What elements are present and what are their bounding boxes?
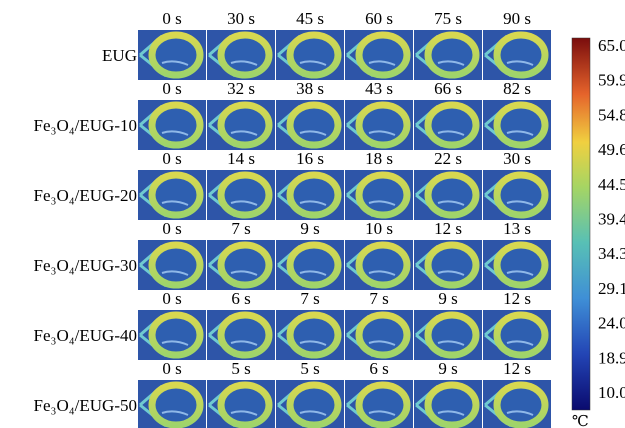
- colorbar-tick-label: 54.8: [598, 105, 625, 124]
- figure: EUG 0 s 30 s 45 s 60 s 75 s 90 s Fe₃O₄/EUG-10 0 …: [0, 0, 625, 428]
- time-label: 0 s: [162, 149, 181, 168]
- ring: [221, 35, 269, 75]
- sample-label: Fe₃O₄/EUG-30: [34, 256, 137, 275]
- sample-label: Fe₃O₄/EUG-10: [34, 116, 137, 135]
- ring: [428, 315, 476, 355]
- time-label: 7 s: [300, 289, 319, 308]
- time-label: 16 s: [296, 149, 324, 168]
- ring: [290, 175, 338, 215]
- ring: [359, 175, 407, 215]
- ring: [290, 245, 338, 285]
- time-label: 45 s: [296, 9, 324, 28]
- time-label: 13 s: [503, 219, 531, 238]
- time-label: 9 s: [438, 359, 457, 378]
- colorbar-tick-label: 10.0: [598, 383, 625, 402]
- colorbar: [572, 38, 590, 410]
- ring: [359, 385, 407, 425]
- ring: [359, 245, 407, 285]
- time-label: 7 s: [231, 219, 250, 238]
- ring: [221, 245, 269, 285]
- colorbar-tick-label: 49.6: [598, 140, 625, 159]
- ring: [221, 175, 269, 215]
- ring: [152, 35, 200, 75]
- sample-label: Fe₃O₄/EUG-40: [34, 326, 137, 345]
- colorbar-tick-label: 29.1: [598, 279, 625, 298]
- colorbar-tick-label: 34.3: [598, 244, 625, 263]
- time-label: 6 s: [231, 289, 250, 308]
- time-label: 32 s: [227, 79, 255, 98]
- time-label: 30 s: [227, 9, 255, 28]
- time-label: 0 s: [162, 289, 181, 308]
- ring: [359, 105, 407, 145]
- time-label: 90 s: [503, 9, 531, 28]
- ring: [497, 245, 545, 285]
- time-label: 12 s: [503, 289, 531, 308]
- ring: [428, 245, 476, 285]
- ring: [152, 245, 200, 285]
- ring: [497, 35, 545, 75]
- time-label: 6 s: [369, 359, 388, 378]
- ring: [428, 385, 476, 425]
- ring: [152, 315, 200, 355]
- time-label: 38 s: [296, 79, 324, 98]
- time-label: 18 s: [365, 149, 393, 168]
- time-label: 0 s: [162, 359, 181, 378]
- ring: [221, 315, 269, 355]
- ring: [152, 385, 200, 425]
- time-label: 43 s: [365, 79, 393, 98]
- time-label: 5 s: [231, 359, 250, 378]
- ring: [290, 385, 338, 425]
- colorbar-tick-label: 24.0: [598, 314, 625, 333]
- ring: [152, 175, 200, 215]
- colorbar-tick-label: 65.0: [598, 36, 625, 55]
- time-label: 22 s: [434, 149, 462, 168]
- ring: [497, 175, 545, 215]
- time-label: 82 s: [503, 79, 531, 98]
- time-label: 30 s: [503, 149, 531, 168]
- ring: [428, 35, 476, 75]
- ring: [221, 105, 269, 145]
- time-label: 14 s: [227, 149, 255, 168]
- time-label: 66 s: [434, 79, 462, 98]
- ring: [497, 105, 545, 145]
- colorbar-tick-label: 39.4: [598, 210, 625, 229]
- ring: [290, 315, 338, 355]
- time-label: 12 s: [434, 219, 462, 238]
- ring: [290, 105, 338, 145]
- time-label: 12 s: [503, 359, 531, 378]
- ring: [152, 105, 200, 145]
- ring: [497, 315, 545, 355]
- colorbar-tick-label: 18.9: [598, 348, 625, 367]
- time-label: 7 s: [369, 289, 388, 308]
- ring: [359, 35, 407, 75]
- ring: [221, 385, 269, 425]
- ring: [428, 175, 476, 215]
- ring: [497, 385, 545, 425]
- colorbar-tick-label: 59.9: [598, 71, 625, 90]
- time-label: 75 s: [434, 9, 462, 28]
- colorbar-tick-label: 44.5: [598, 175, 625, 194]
- time-label: 0 s: [162, 79, 181, 98]
- time-label: 10 s: [365, 219, 393, 238]
- time-label: 0 s: [162, 219, 181, 238]
- colorbar-unit: ℃: [572, 414, 589, 428]
- time-label: 60 s: [365, 9, 393, 28]
- ring: [290, 35, 338, 75]
- time-label: 0 s: [162, 9, 181, 28]
- time-label: 9 s: [300, 219, 319, 238]
- sample-label: Fe₃O₄/EUG-20: [34, 186, 137, 205]
- sample-label: EUG: [102, 46, 137, 65]
- ring: [359, 315, 407, 355]
- ring: [428, 105, 476, 145]
- sample-label: Fe₃O₄/EUG-50: [34, 396, 137, 415]
- time-label: 9 s: [438, 289, 457, 308]
- time-label: 5 s: [300, 359, 319, 378]
